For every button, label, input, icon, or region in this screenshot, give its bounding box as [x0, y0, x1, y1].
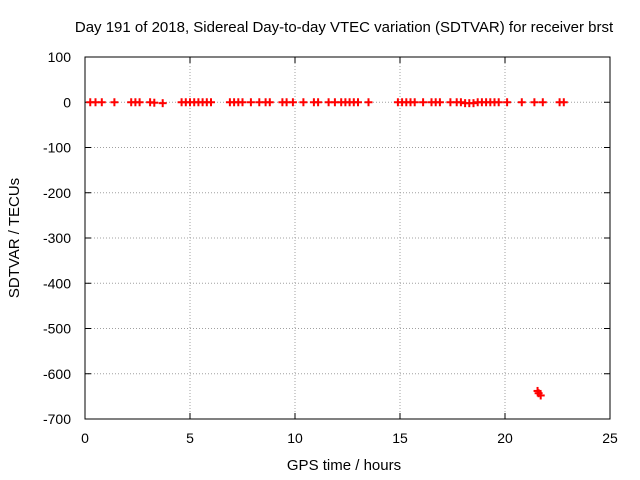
y-tick-label: -300 [43, 230, 71, 246]
x-tick-label: 5 [186, 430, 194, 446]
y-tick-label: -200 [43, 185, 71, 201]
y-tick-label: -100 [43, 140, 71, 156]
data-point [419, 98, 428, 107]
data-point [364, 98, 373, 107]
data-point [435, 98, 444, 107]
data-point [530, 98, 539, 107]
y-tick-label: -400 [43, 275, 71, 291]
data-point [538, 98, 547, 107]
data-point [536, 391, 545, 400]
y-tick-label: -600 [43, 366, 71, 382]
data-point [207, 98, 215, 107]
data-point [110, 98, 119, 107]
data-point [288, 98, 297, 107]
data-point [97, 98, 106, 107]
axis-ticks: 0 5 10 15 20 25 100 0 -100 -200 -300 -400 -500 -600 -7… [43, 49, 618, 446]
y-tick-label: -700 [43, 411, 71, 427]
data-point [158, 99, 167, 108]
data-point [503, 98, 512, 107]
data-point [517, 98, 526, 107]
chart-title: Day 191 of 2018, Sidereal Day-to-day VTE… [75, 19, 614, 36]
y-tick-label: -500 [43, 321, 71, 337]
x-axis-label: GPS time / hours [287, 457, 401, 474]
data-point [494, 98, 503, 107]
data-point [410, 98, 419, 107]
x-tick-label: 25 [602, 430, 618, 446]
data-point [314, 98, 323, 107]
data-point [150, 98, 159, 107]
y-tick-label: 100 [48, 49, 72, 65]
data-point [559, 98, 568, 107]
y-axis-label: SDTVAR / TECUs [6, 178, 23, 298]
grid [85, 57, 610, 419]
data-points [86, 98, 568, 400]
x-tick-label: 10 [287, 430, 303, 446]
x-tick-label: 15 [392, 430, 408, 446]
data-point [246, 98, 255, 107]
data-point [265, 98, 274, 107]
data-point [354, 98, 362, 107]
data-point [135, 98, 144, 107]
y-tick-label: 0 [63, 94, 71, 110]
data-point [299, 98, 308, 107]
x-tick-label: 20 [497, 430, 513, 446]
data-point [238, 98, 247, 107]
x-tick-label: 0 [81, 430, 89, 446]
